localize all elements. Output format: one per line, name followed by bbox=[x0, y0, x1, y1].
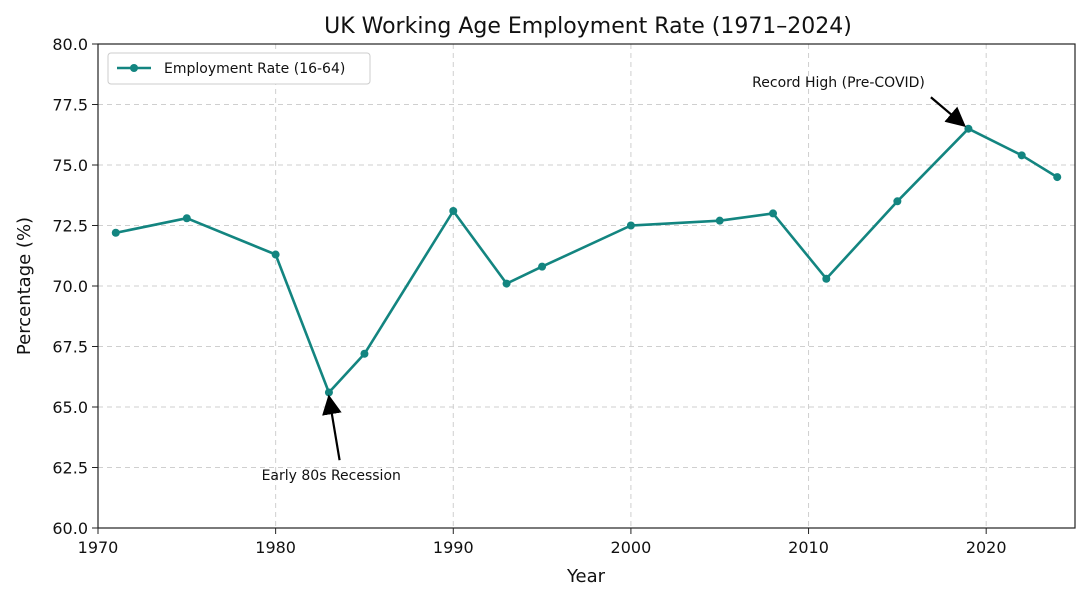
data-point bbox=[538, 262, 547, 271]
data-point bbox=[271, 250, 280, 259]
data-point bbox=[715, 216, 724, 225]
x-tick-label: 2020 bbox=[966, 538, 1007, 557]
data-point bbox=[1017, 151, 1026, 160]
data-point bbox=[1053, 173, 1062, 182]
data-point bbox=[111, 228, 120, 237]
chart-title: UK Working Age Employment Rate (1971–202… bbox=[324, 14, 852, 39]
y-axis-ticks: 60.0 62.5 65.0 67.5 70.0 72.5 75.0 77.5 80.0 bbox=[52, 35, 98, 538]
x-tick-label: 1980 bbox=[255, 538, 296, 557]
y-tick-label: 65.0 bbox=[52, 398, 88, 417]
y-axis-label: Percentage (%) bbox=[14, 217, 35, 355]
x-tick-label: 1990 bbox=[433, 538, 474, 557]
grid-lines bbox=[98, 44, 1075, 528]
data-point bbox=[964, 124, 973, 133]
annotation-arrow bbox=[322, 394, 342, 461]
annotation-label: Record High (Pre-COVID) bbox=[752, 75, 925, 91]
data-point bbox=[822, 274, 831, 283]
y-tick-label: 80.0 bbox=[52, 35, 88, 54]
y-tick-label: 77.5 bbox=[52, 96, 88, 115]
legend-label: Employment Rate (16-64) bbox=[164, 61, 345, 77]
x-axis-label: Year bbox=[566, 566, 606, 587]
annotation-label: Early 80s Recession bbox=[262, 468, 401, 484]
data-point bbox=[360, 349, 369, 358]
data-point bbox=[626, 221, 635, 230]
x-tick-label: 2000 bbox=[611, 538, 652, 557]
y-tick-label: 70.0 bbox=[52, 277, 88, 296]
legend: Employment Rate (16-64) bbox=[107, 52, 371, 85]
y-tick-label: 62.5 bbox=[52, 459, 88, 478]
annotation-arrow bbox=[930, 96, 966, 127]
y-tick-label: 75.0 bbox=[52, 156, 88, 175]
legend-marker-swatch bbox=[130, 64, 138, 72]
y-tick-label: 72.5 bbox=[52, 217, 88, 236]
y-tick-label: 60.0 bbox=[52, 519, 88, 538]
series-layer bbox=[111, 124, 1062, 397]
series-line bbox=[115, 127, 1058, 394]
x-tick-label: 1970 bbox=[78, 538, 119, 557]
data-point bbox=[182, 214, 191, 223]
data-point bbox=[449, 206, 458, 215]
x-axis-ticks: 1970 1980 1990 2000 2010 2020 bbox=[78, 528, 1007, 557]
data-point bbox=[769, 209, 778, 218]
annotations: Early 80s Recession Record High (Pre-COVI… bbox=[262, 75, 966, 484]
data-point bbox=[324, 388, 333, 397]
data-point bbox=[502, 279, 511, 288]
data-point bbox=[893, 197, 902, 206]
y-tick-label: 67.5 bbox=[52, 338, 88, 357]
legend-box bbox=[107, 52, 371, 85]
x-tick-label: 2010 bbox=[788, 538, 829, 557]
